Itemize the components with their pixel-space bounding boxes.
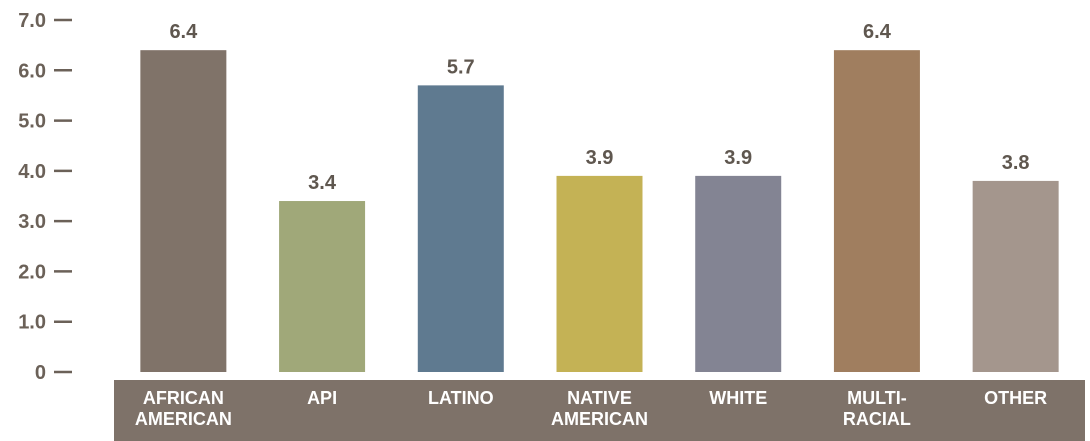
value-label: 6.4	[169, 21, 198, 43]
value-label: 3.8	[1002, 152, 1030, 174]
bar	[695, 175, 782, 372]
bars	[140, 50, 1059, 373]
y-axis: 0 1.0 2.0 3.0 4.0 5.0 6.0 7.0	[18, 10, 72, 384]
bar	[279, 201, 366, 372]
value-label: 3.9	[586, 147, 614, 169]
x-tick-label: OTHER	[984, 388, 1047, 408]
y-tick-label: 6.0	[18, 60, 46, 82]
y-tick-label: 7.0	[18, 10, 46, 32]
x-tick-label: NATIVE	[567, 388, 632, 408]
y-tick-label: 2.0	[18, 261, 46, 283]
x-tick-label: MULTI-	[847, 388, 907, 408]
value-label: 3.9	[724, 147, 752, 169]
x-tick-label: AMERICAN	[135, 409, 232, 429]
y-tick-label: 1.0	[18, 312, 46, 334]
value-label: 5.7	[447, 56, 475, 78]
y-tick-label: 5.0	[18, 111, 46, 133]
x-tick-label: AFRICAN	[143, 388, 224, 408]
value-labels: 6.4 3.4 5.7 3.9 3.9 6.4 3.8	[169, 21, 1029, 194]
y-tick-label: 4.0	[18, 161, 46, 183]
bar	[417, 85, 504, 372]
value-label: 6.4	[863, 21, 892, 43]
y-tick-label: 0	[35, 362, 46, 384]
x-tick-label: API	[307, 388, 337, 408]
category-band-bg	[114, 380, 1085, 441]
bar	[140, 50, 227, 373]
x-tick-label: WHITE	[709, 388, 767, 408]
x-tick-label: RACIAL	[843, 409, 911, 429]
bar	[556, 175, 643, 372]
value-label: 3.4	[308, 172, 337, 194]
bar	[972, 180, 1059, 372]
y-tick-label: 3.0	[18, 211, 46, 233]
x-tick-label: AMERICAN	[551, 409, 648, 429]
x-tick-label: LATINO	[428, 388, 494, 408]
bar	[833, 50, 920, 373]
